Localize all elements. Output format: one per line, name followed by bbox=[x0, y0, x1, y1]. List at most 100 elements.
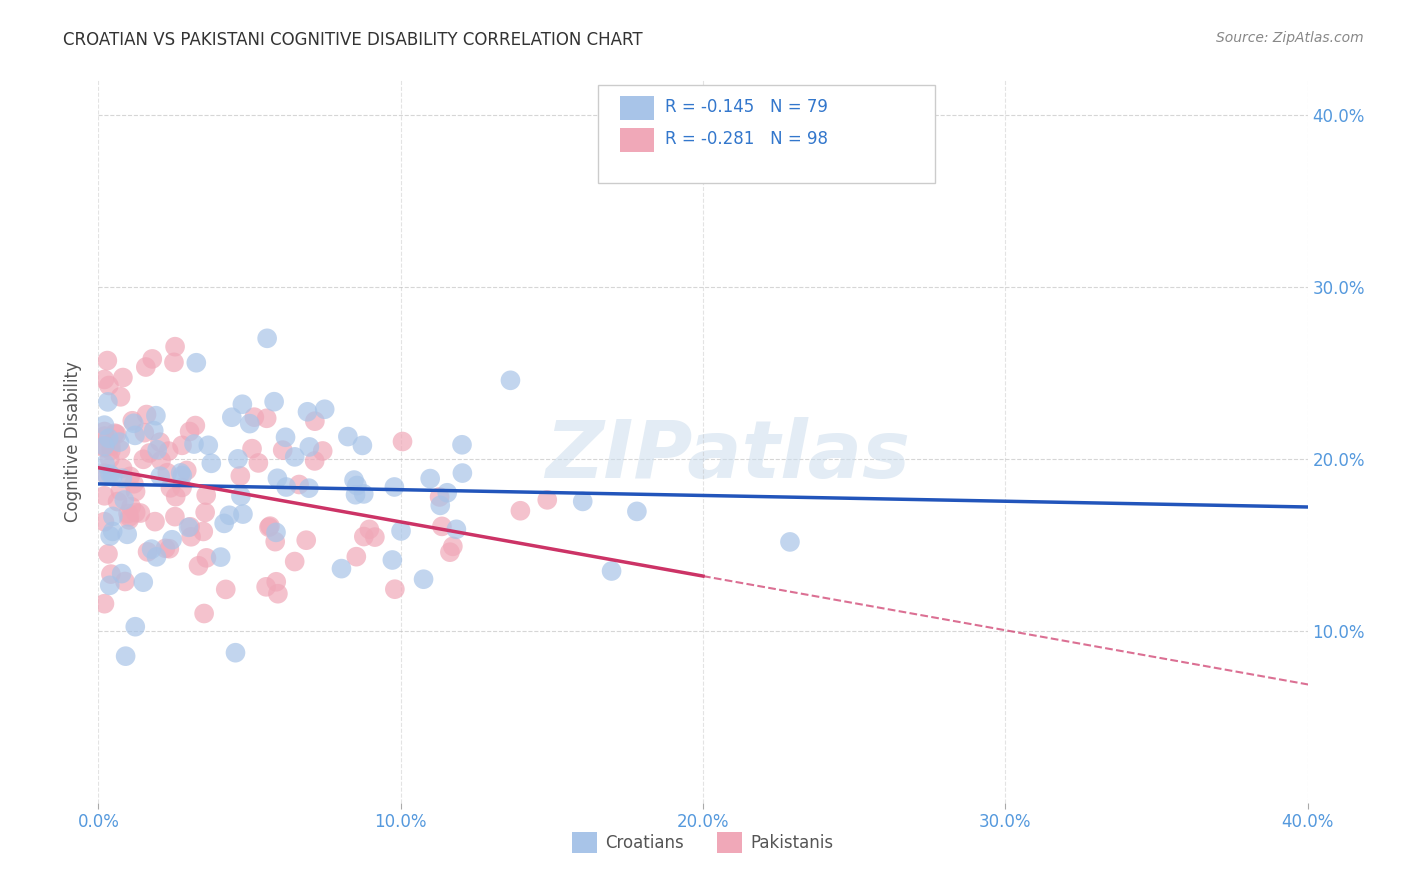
Point bbox=[165, 340, 187, 354]
Point bbox=[187, 558, 209, 573]
Point bbox=[120, 500, 142, 514]
Point bbox=[304, 414, 326, 428]
Point bbox=[451, 438, 474, 452]
Point bbox=[118, 509, 141, 524]
Point bbox=[170, 466, 193, 480]
Point bbox=[221, 410, 243, 425]
Point bbox=[186, 356, 208, 370]
Point bbox=[600, 564, 623, 578]
Point bbox=[136, 545, 159, 559]
Point bbox=[384, 582, 406, 597]
Point bbox=[346, 478, 368, 492]
Point bbox=[150, 453, 173, 467]
Point bbox=[239, 417, 262, 431]
Point bbox=[215, 582, 238, 597]
Point bbox=[436, 485, 458, 500]
Point bbox=[100, 439, 122, 453]
Point bbox=[101, 524, 124, 539]
Point bbox=[108, 435, 131, 450]
Y-axis label: Cognitive Disability: Cognitive Disability bbox=[65, 361, 83, 522]
Point bbox=[93, 489, 115, 503]
Point bbox=[179, 425, 201, 439]
Point bbox=[266, 471, 288, 485]
Point bbox=[197, 438, 219, 452]
Point bbox=[209, 550, 232, 565]
Point bbox=[97, 378, 120, 392]
Point bbox=[143, 515, 166, 529]
Point bbox=[257, 520, 280, 534]
Point bbox=[111, 370, 134, 384]
Point bbox=[336, 429, 359, 443]
Point bbox=[212, 516, 235, 531]
Point bbox=[129, 506, 152, 520]
Point bbox=[93, 439, 115, 453]
Point bbox=[93, 441, 115, 455]
Point bbox=[135, 408, 157, 422]
Point bbox=[101, 509, 124, 524]
Point bbox=[353, 487, 375, 501]
Point bbox=[271, 443, 294, 458]
Point bbox=[146, 442, 169, 457]
Point bbox=[224, 646, 246, 660]
Point bbox=[231, 397, 253, 411]
Point bbox=[536, 492, 558, 507]
Point bbox=[97, 431, 120, 445]
Point bbox=[159, 481, 181, 495]
Point bbox=[94, 457, 117, 471]
Point bbox=[97, 547, 120, 561]
Point bbox=[110, 442, 132, 457]
Point bbox=[112, 493, 135, 508]
Legend: Croatians, Pakistanis: Croatians, Pakistanis bbox=[565, 826, 841, 860]
Point bbox=[429, 499, 451, 513]
Point bbox=[381, 553, 404, 567]
Point bbox=[155, 541, 177, 556]
Point bbox=[359, 522, 381, 536]
Point bbox=[163, 355, 186, 369]
Point bbox=[430, 519, 453, 533]
Point bbox=[165, 490, 187, 504]
Text: R = -0.281   N = 98: R = -0.281 N = 98 bbox=[665, 130, 828, 148]
Point bbox=[97, 395, 120, 409]
Point bbox=[124, 620, 146, 634]
Point bbox=[284, 555, 307, 569]
Point bbox=[330, 561, 353, 575]
Point bbox=[353, 530, 375, 544]
Point bbox=[107, 494, 129, 508]
Point bbox=[93, 597, 115, 611]
Point bbox=[114, 649, 136, 664]
Text: CROATIAN VS PAKISTANI COGNITIVE DISABILITY CORRELATION CHART: CROATIAN VS PAKISTANI COGNITIVE DISABILI… bbox=[63, 31, 643, 49]
Point bbox=[101, 469, 124, 483]
Point bbox=[200, 456, 222, 470]
Point bbox=[295, 533, 318, 548]
Point bbox=[259, 519, 281, 533]
Point bbox=[571, 494, 593, 508]
Point bbox=[298, 481, 321, 495]
Point bbox=[93, 515, 115, 529]
Point bbox=[429, 490, 451, 504]
Point bbox=[264, 534, 287, 549]
Point bbox=[391, 434, 413, 449]
Point bbox=[352, 438, 374, 452]
Point bbox=[120, 469, 142, 483]
Point bbox=[145, 549, 167, 564]
Point bbox=[288, 477, 311, 491]
Point bbox=[110, 483, 132, 498]
Point bbox=[195, 488, 218, 502]
Point bbox=[276, 480, 298, 494]
Point bbox=[98, 529, 121, 543]
Point bbox=[256, 331, 278, 345]
Point bbox=[240, 442, 263, 456]
Point bbox=[160, 533, 183, 547]
Point bbox=[180, 530, 202, 544]
Point bbox=[122, 417, 145, 431]
Point bbox=[304, 454, 326, 468]
Point bbox=[419, 472, 441, 486]
Point bbox=[176, 463, 198, 477]
Point bbox=[183, 437, 205, 451]
Point bbox=[93, 425, 115, 439]
Point bbox=[163, 509, 186, 524]
Point bbox=[122, 476, 145, 491]
Point bbox=[118, 513, 141, 527]
Point bbox=[256, 411, 278, 425]
Point bbox=[93, 418, 115, 433]
